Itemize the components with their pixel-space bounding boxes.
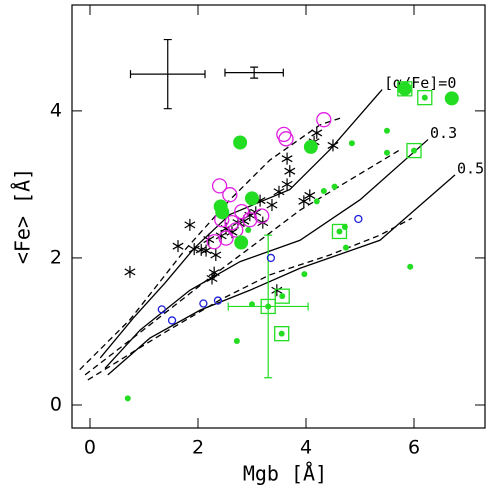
box-dot <box>421 94 428 101</box>
line-label: 0.5 <box>457 159 484 177</box>
model-line-dashed <box>84 149 401 376</box>
box-dot <box>278 330 285 337</box>
boxed-point <box>417 89 433 106</box>
model-line-dashed <box>79 117 341 371</box>
box <box>274 288 290 304</box>
y-tick-label: 0 <box>50 393 62 415</box>
boxed-point <box>331 223 348 240</box>
x-tick-label: 6 <box>408 437 420 459</box>
box <box>406 142 422 159</box>
boxed-point <box>260 298 276 315</box>
open-circle-point <box>157 305 166 314</box>
line-label: [α/Fe]=0 <box>384 74 456 92</box>
asterisk-point <box>311 126 323 139</box>
filled-circle-point <box>233 338 240 345</box>
open-circle-point <box>211 178 228 194</box>
open-circle-point <box>206 234 222 250</box>
model-line <box>99 89 383 359</box>
filled-circle-point <box>248 301 255 308</box>
open-circle-point <box>242 212 258 228</box>
box <box>397 81 413 97</box>
asterisk-point <box>124 265 136 278</box>
error-bar <box>129 38 206 110</box>
y-tick-label: 2 <box>50 246 62 268</box>
model-line <box>104 139 429 369</box>
asterisk-point <box>271 284 283 297</box>
filled-circle-point <box>124 395 131 402</box>
asterisk-point <box>327 139 339 152</box>
filled-circle-point <box>407 263 414 270</box>
y-axis-label: <Fe> [Å] <box>11 168 35 264</box>
x-axis-label: Mgb [Å] <box>243 462 327 486</box>
filled-circle-point <box>301 271 308 278</box>
plot-frame <box>71 4 486 429</box>
box-dot <box>265 303 272 310</box>
open-circle-point <box>222 187 238 203</box>
open-circle-point <box>316 112 332 128</box>
open-circle-point <box>218 230 234 246</box>
filled-circle-point <box>237 235 244 242</box>
asterisk-point <box>281 178 293 191</box>
asterisk-point <box>298 195 310 208</box>
filled-circle-point <box>383 149 390 156</box>
x-tick-label: 2 <box>192 437 204 459</box>
model-line <box>107 174 456 376</box>
boxed-point <box>397 81 413 97</box>
asterisk-point <box>172 240 184 253</box>
open-circle-point <box>354 214 363 224</box>
open-circle-point <box>266 253 276 263</box>
filled-circle-point <box>313 198 320 205</box>
filled-circle-point <box>233 135 248 150</box>
box <box>260 298 276 315</box>
filled-circle-point <box>245 226 252 233</box>
asterisk-point <box>281 152 293 165</box>
filled-circle-point <box>383 127 390 134</box>
asterisk-point <box>273 185 285 198</box>
open-circle-point <box>199 299 208 308</box>
box-dot <box>401 85 408 92</box>
box-dot <box>336 228 343 235</box>
box <box>417 89 433 106</box>
asterisk-point <box>208 266 220 279</box>
filled-circle-point <box>331 183 338 190</box>
filled-circle-point <box>303 139 318 154</box>
asterisk-point <box>210 248 222 261</box>
model-line-dashed <box>87 217 413 381</box>
box <box>331 223 348 240</box>
filled-circle-point <box>348 140 355 147</box>
boxed-point <box>274 326 290 342</box>
box-dot <box>279 293 286 300</box>
filled-circle-point <box>244 191 259 206</box>
open-circle-point <box>234 203 250 220</box>
filled-circle-point <box>342 244 349 251</box>
open-circle-point <box>254 208 270 224</box>
asterisk-point <box>184 218 196 231</box>
open-circle-point <box>213 296 223 305</box>
asterisk-point <box>284 165 296 178</box>
x-tick-label: 4 <box>300 437 312 459</box>
filled-circle-point <box>320 188 327 195</box>
asterisk-point <box>203 233 215 246</box>
box-dot <box>410 147 417 154</box>
asterisk-point <box>266 198 278 211</box>
open-circle-point <box>167 316 177 325</box>
x-tick-label: 0 <box>84 437 96 459</box>
open-circle-point <box>228 222 244 238</box>
error-bar <box>224 66 284 79</box>
boxed-point <box>406 142 422 159</box>
box <box>274 326 290 342</box>
y-tick-label: 4 <box>50 99 62 121</box>
filled-circle-point <box>215 205 230 220</box>
boxed-point <box>274 288 290 304</box>
asterisk-point <box>304 189 316 202</box>
asterisk-point <box>200 244 212 257</box>
filled-circle-point <box>444 91 459 106</box>
line-label: 0.3 <box>430 124 457 142</box>
open-circle-point <box>278 131 294 147</box>
open-circle-point <box>224 214 240 231</box>
